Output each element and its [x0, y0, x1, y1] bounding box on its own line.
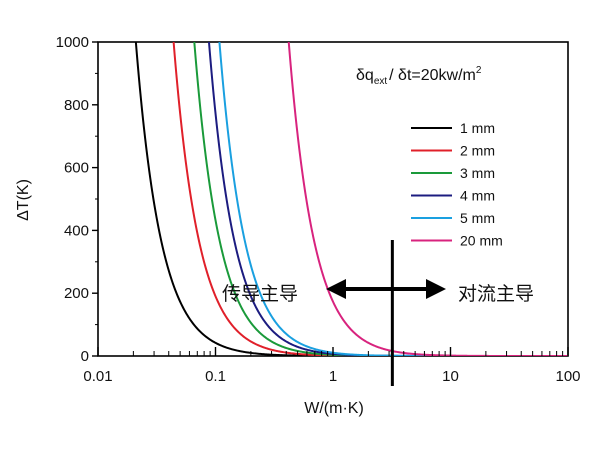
formula-label: δqext / δt=20kw/m2 — [356, 65, 482, 87]
y-tick-label: 1000 — [56, 34, 89, 51]
x-tick-label: 10 — [442, 368, 459, 385]
legend-label: 5 mm — [460, 210, 495, 226]
plot-frame — [97, 41, 569, 357]
y-tick-label: 200 — [64, 285, 89, 302]
arrow-right-head — [426, 279, 446, 299]
curves — [134, 42, 568, 356]
legend-label: 20 mm — [460, 233, 503, 249]
series-line-4mm — [207, 42, 568, 356]
x-tick-label: 0.1 — [205, 368, 226, 385]
legend-label: 2 mm — [460, 143, 495, 159]
legend-label: 4 mm — [460, 188, 495, 204]
legend-label: 1 mm — [460, 120, 495, 136]
legend: 1 mm 2 mm 3 mm 4 mm 5 mm 20 mm — [411, 120, 503, 249]
y-tick-label: 800 — [64, 97, 89, 114]
series-line-3mm — [193, 42, 568, 356]
y-axis-title: ΔT(K) — [15, 179, 32, 221]
x-tick-label: 1 — [329, 368, 337, 385]
legend-label: 3 mm — [460, 165, 495, 181]
axes — [97, 41, 569, 357]
y-tick-label: 0 — [81, 348, 89, 365]
y-tick-label: 400 — [64, 222, 89, 239]
series-line-20mm — [287, 42, 568, 356]
conduction-dominant-label: 传导主导 — [222, 283, 298, 305]
annotations — [326, 240, 446, 386]
arrow-left-head — [326, 279, 346, 299]
series-line-1mm — [134, 42, 568, 356]
y-tick-label: 600 — [64, 160, 89, 177]
x-tick-label: 0.01 — [83, 368, 112, 385]
convection-dominant-label: 对流主导 — [458, 283, 534, 305]
series-line-2mm — [172, 42, 568, 356]
x-axis-title: W/(m·K) — [304, 400, 364, 417]
x-tick-label: 100 — [555, 368, 580, 385]
